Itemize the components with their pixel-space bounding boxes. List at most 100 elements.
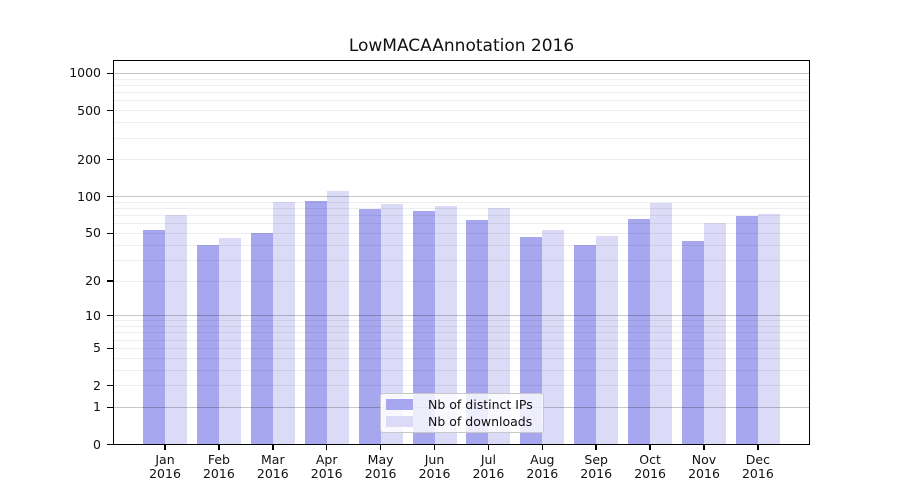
gridline-minor [113, 201, 810, 203]
month-label: Feb [207, 451, 230, 467]
bar-may-downloads [380, 204, 403, 444]
gridline-minor [113, 357, 810, 359]
bar-apr-downloads [326, 190, 349, 444]
x-tick-mark [272, 445, 274, 450]
legend-swatch-downloads [386, 416, 413, 428]
gridline-major [113, 196, 810, 198]
gridline-minor [113, 339, 810, 341]
bar-oct-downloads [650, 203, 673, 444]
gridline-major [113, 72, 810, 74]
y-tick-mark [107, 406, 113, 409]
month-label: Aug [530, 451, 555, 467]
y-tick-label: 1000 [69, 65, 101, 81]
bar-oct-distinct-ips [628, 218, 651, 444]
gridline-minor [113, 100, 810, 102]
bar-dec-distinct-ips [735, 216, 758, 444]
gridline-minor [113, 326, 810, 327]
year-label: 2016 [202, 466, 235, 481]
x-tick-label: Nov 2016 [678, 451, 730, 482]
gridline-minor [113, 122, 810, 124]
x-tick-mark [218, 445, 220, 450]
x-tick-label: Mar 2016 [247, 451, 299, 482]
gridline-minor [113, 215, 810, 217]
y-tick-label: 100 [77, 188, 101, 204]
year-label: 2016 [472, 466, 505, 481]
bar-jul-distinct-ips [466, 219, 489, 444]
gridline-minor [113, 84, 810, 86]
gridline-minor [113, 369, 810, 371]
y-tick-mark [107, 347, 113, 350]
y-tick-label: 20 [85, 273, 101, 288]
bar-nov-distinct-ips [682, 241, 704, 444]
bar-mar-distinct-ips [250, 233, 273, 444]
x-tick-label: Sep 2016 [570, 451, 622, 482]
gridline-minor [113, 92, 810, 94]
bar-sep-downloads [596, 235, 619, 444]
gridline-minor [113, 78, 810, 80]
gridline-minor [113, 332, 810, 334]
y-tick-mark [107, 158, 113, 161]
y-tick-mark [107, 280, 113, 282]
x-tick-label: Apr 2016 [301, 452, 353, 482]
month-label: Mar [261, 451, 285, 467]
bar-aug-downloads [542, 230, 565, 444]
bar-may-distinct-ips [358, 209, 381, 444]
gridline-minor [113, 244, 810, 246]
month-label: Dec [745, 451, 770, 467]
y-tick-label: 1 [93, 399, 101, 415]
bar-jun-distinct-ips [412, 211, 435, 444]
bar-nov-downloads [704, 222, 726, 444]
bar-aug-distinct-ips [520, 236, 543, 444]
bar-jan-distinct-ips [143, 230, 165, 444]
year-label: 2016 [526, 466, 559, 481]
legend-label-downloads: Nb of downloads [428, 414, 533, 430]
y-tick-label: 10 [85, 307, 101, 323]
y-tick-mark [107, 384, 113, 387]
y-tick-label: 200 [77, 151, 101, 167]
x-tick-label: Oct 2016 [624, 451, 676, 482]
y-tick-label: 500 [77, 102, 101, 118]
y-tick-mark [107, 443, 113, 446]
year-label: 2016 [580, 466, 613, 481]
gridline-minor [113, 137, 810, 139]
bar-apr-distinct-ips [304, 200, 327, 444]
x-tick-mark [164, 445, 166, 450]
bar-jun-downloads [434, 205, 457, 444]
y-tick-mark [107, 314, 113, 317]
chart-title: LowMACAAnnotation 2016 [348, 36, 575, 56]
x-tick-mark [541, 445, 544, 450]
month-label: May [367, 451, 394, 467]
x-tick-mark [595, 445, 597, 450]
year-label: 2016 [688, 466, 720, 481]
bar-mar-downloads [272, 201, 295, 444]
gridline-minor [113, 159, 810, 161]
y-tick-label: 5 [93, 340, 101, 356]
x-tick-mark [325, 445, 328, 450]
year-label: 2016 [418, 466, 451, 481]
x-tick-label: Jul 2016 [462, 451, 514, 482]
month-label: Oct [639, 451, 661, 467]
month-label: Sep [584, 451, 608, 467]
x-tick-mark [649, 445, 651, 450]
x-tick-mark [487, 445, 490, 450]
bar-feb-downloads [218, 237, 241, 444]
month-label: Nov [691, 451, 717, 467]
y-tick-mark [107, 109, 113, 112]
y-tick-mark [107, 195, 113, 198]
x-tick-label: Feb 2016 [193, 451, 245, 482]
y-tick-label: 2 [93, 377, 101, 393]
month-label: Jul [480, 451, 496, 467]
x-tick-mark [757, 445, 759, 450]
gridline-minor [113, 110, 810, 112]
gridline-minor [113, 259, 810, 261]
gridline-minor [113, 385, 810, 386]
year-label: 2016 [634, 466, 666, 481]
x-tick-mark [379, 445, 382, 450]
x-tick-label: Dec 2016 [732, 451, 784, 482]
bar-jul-downloads [488, 207, 511, 444]
y-tick-mark [107, 72, 113, 75]
bar-sep-distinct-ips [574, 245, 597, 444]
y-tick-label: 50 [85, 225, 101, 241]
legend-label-distinct-ips: Nb of distinct IPs [428, 396, 533, 412]
